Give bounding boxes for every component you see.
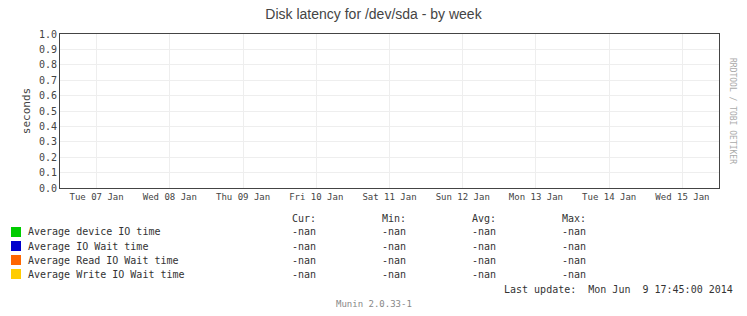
svg-text:Thu 09 Jan: Thu 09 Jan — [216, 192, 270, 202]
svg-text:-nan: -nan — [382, 255, 406, 266]
svg-text:Average Read IO Wait time: Average Read IO Wait time — [28, 255, 179, 266]
svg-text:0.6: 0.6 — [39, 90, 57, 101]
svg-text:Max:: Max: — [562, 213, 586, 224]
svg-text:0.7: 0.7 — [39, 75, 57, 86]
svg-text:-nan: -nan — [292, 226, 316, 237]
svg-text:Sun 12 Jan: Sun 12 Jan — [436, 192, 490, 202]
svg-text:-nan: -nan — [562, 255, 586, 266]
svg-text:seconds: seconds — [20, 88, 33, 134]
svg-text:RRDTOOL / TOBI OETIKER: RRDTOOL / TOBI OETIKER — [728, 58, 737, 164]
svg-text:-nan: -nan — [292, 269, 316, 280]
svg-text:Average IO Wait time: Average IO Wait time — [28, 241, 148, 252]
svg-text:-nan: -nan — [472, 255, 496, 266]
svg-text:Min:: Min: — [382, 213, 406, 224]
svg-text:-nan: -nan — [382, 269, 406, 280]
svg-text:Last update: Mon Jun 9 17:45: Last update: Mon Jun 9 17:45:00 2014 — [504, 284, 733, 295]
svg-text:0.8: 0.8 — [39, 59, 57, 70]
svg-text:Mon 13 Jan: Mon 13 Jan — [509, 192, 563, 202]
svg-text:-nan: -nan — [562, 226, 586, 237]
svg-text:Wed 15 Jan: Wed 15 Jan — [655, 192, 709, 202]
svg-text:Cur:: Cur: — [292, 213, 316, 224]
svg-text:Tue 14 Jan: Tue 14 Jan — [582, 192, 636, 202]
svg-text:Sat 11 Jan: Sat 11 Jan — [362, 192, 416, 202]
svg-text:Fri 10 Jan: Fri 10 Jan — [289, 192, 343, 202]
svg-text:0.3: 0.3 — [39, 136, 57, 147]
svg-text:0.2: 0.2 — [39, 152, 57, 163]
svg-text:-nan: -nan — [562, 269, 586, 280]
svg-text:0.1: 0.1 — [39, 167, 57, 178]
svg-text:-nan: -nan — [562, 241, 586, 252]
svg-text:Disk latency for /dev/sda - by: Disk latency for /dev/sda - by week — [265, 6, 482, 22]
svg-text:Avg:: Avg: — [472, 213, 496, 224]
svg-text:Average Write IO Wait time: Average Write IO Wait time — [28, 269, 185, 280]
svg-text:Munin 2.0.33-1: Munin 2.0.33-1 — [336, 299, 412, 309]
svg-text:0.5: 0.5 — [39, 106, 57, 117]
svg-text:-nan: -nan — [292, 241, 316, 252]
svg-text:Wed 08 Jan: Wed 08 Jan — [143, 192, 197, 202]
svg-text:0.4: 0.4 — [39, 121, 57, 132]
svg-text:0.0: 0.0 — [39, 183, 57, 194]
svg-text:-nan: -nan — [472, 226, 496, 237]
svg-text:-nan: -nan — [472, 269, 496, 280]
svg-text:1.0: 1.0 — [39, 29, 57, 40]
svg-text:-nan: -nan — [382, 241, 406, 252]
svg-text:-nan: -nan — [382, 226, 406, 237]
svg-text:0.9: 0.9 — [39, 44, 57, 55]
svg-text:Tue 07 Jan: Tue 07 Jan — [70, 192, 124, 202]
svg-text:-nan: -nan — [472, 241, 496, 252]
svg-text:-nan: -nan — [292, 255, 316, 266]
svg-text:Average device IO time: Average device IO time — [28, 226, 160, 237]
